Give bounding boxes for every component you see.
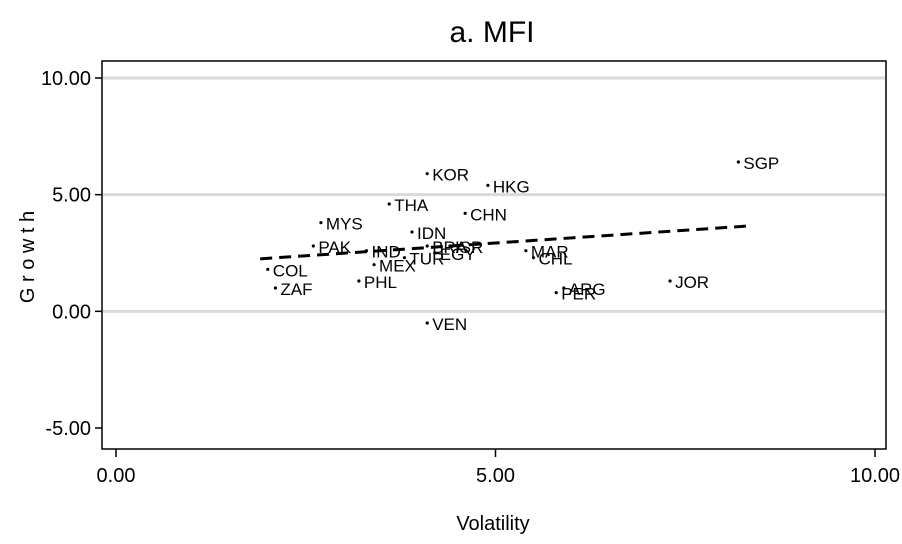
gridlines	[103, 76, 885, 313]
x-tick-label: 10.00	[850, 465, 900, 487]
point-label-chn: CHN	[470, 205, 507, 224]
point-per	[554, 291, 558, 295]
y-tick-label: 10.00	[41, 68, 91, 90]
point-label-mex: MEX	[379, 257, 416, 276]
fitted-trend-line	[260, 224, 747, 261]
point-sgp	[736, 160, 740, 164]
point-label-sgp: SGP	[743, 154, 779, 173]
point-col	[266, 267, 270, 271]
x-axis-ticks: 0.00 5.00 10.00	[97, 449, 900, 487]
point-label-isr: ISR	[455, 238, 483, 257]
point-ven	[425, 321, 429, 325]
point-label-pak: PAK	[318, 238, 351, 257]
y-tick-label: 5.00	[52, 185, 91, 207]
point-label-mar: MAR	[531, 243, 569, 262]
point-hkg	[486, 183, 490, 187]
chart-title: a. MFI	[449, 16, 534, 49]
point-mex	[372, 263, 376, 267]
point-label-zaf: ZAF	[280, 280, 312, 299]
x-tick-label: 0.00	[97, 465, 136, 487]
point-tha	[387, 202, 391, 206]
point-bra	[425, 244, 429, 248]
x-axis-label: Volatility	[456, 513, 529, 535]
point-kor	[425, 172, 429, 176]
point-label-phl: PHL	[364, 273, 397, 292]
point-arg	[562, 286, 566, 290]
point-tur	[402, 256, 407, 260]
point-pak	[311, 244, 315, 248]
point-label-mys: MYS	[326, 215, 363, 234]
point-chl	[531, 256, 536, 260]
point-label-jor: JOR	[675, 273, 709, 292]
point-label-ind: IND	[371, 243, 400, 262]
point-label-per: PER	[561, 285, 596, 304]
point-label-tha: THA	[394, 196, 429, 215]
point-idn	[410, 230, 414, 234]
point-label-chl: CHL	[538, 250, 572, 269]
plot-area-frame	[101, 60, 887, 450]
point-phl	[357, 279, 361, 283]
y-axis-label: G r o w t h	[17, 211, 39, 303]
point-mys	[319, 221, 323, 225]
point-label-egy: EGY	[440, 245, 476, 264]
point-chn	[463, 211, 467, 215]
point-label-tur: TUR	[409, 250, 444, 269]
point-zaf	[273, 286, 277, 290]
point-label-col: COL	[273, 261, 308, 280]
y-tick-label: -5.00	[45, 418, 91, 440]
point-label-kor: KOR	[432, 166, 469, 185]
y-tick-label: 0.00	[52, 301, 91, 323]
point-label-idn: IDN	[417, 224, 446, 243]
point-jor	[668, 279, 672, 283]
x-tick-label: 5.00	[476, 465, 515, 487]
point-label-arg: ARG	[569, 280, 606, 299]
trend-line-layer	[260, 224, 747, 261]
point-label-ven: VEN	[432, 315, 467, 334]
point-egy	[433, 251, 437, 255]
point-mar	[524, 249, 528, 253]
point-label-hkg: HKG	[493, 177, 530, 196]
point-isr	[448, 244, 452, 248]
data-points: SGPKORHKGTHACHNMYSIDNPAKINDBRAISREGYTURM…	[266, 154, 779, 334]
point-ind	[364, 249, 369, 253]
y-axis-ticks: -5.00 0.00 5.00 10.00	[41, 68, 102, 440]
